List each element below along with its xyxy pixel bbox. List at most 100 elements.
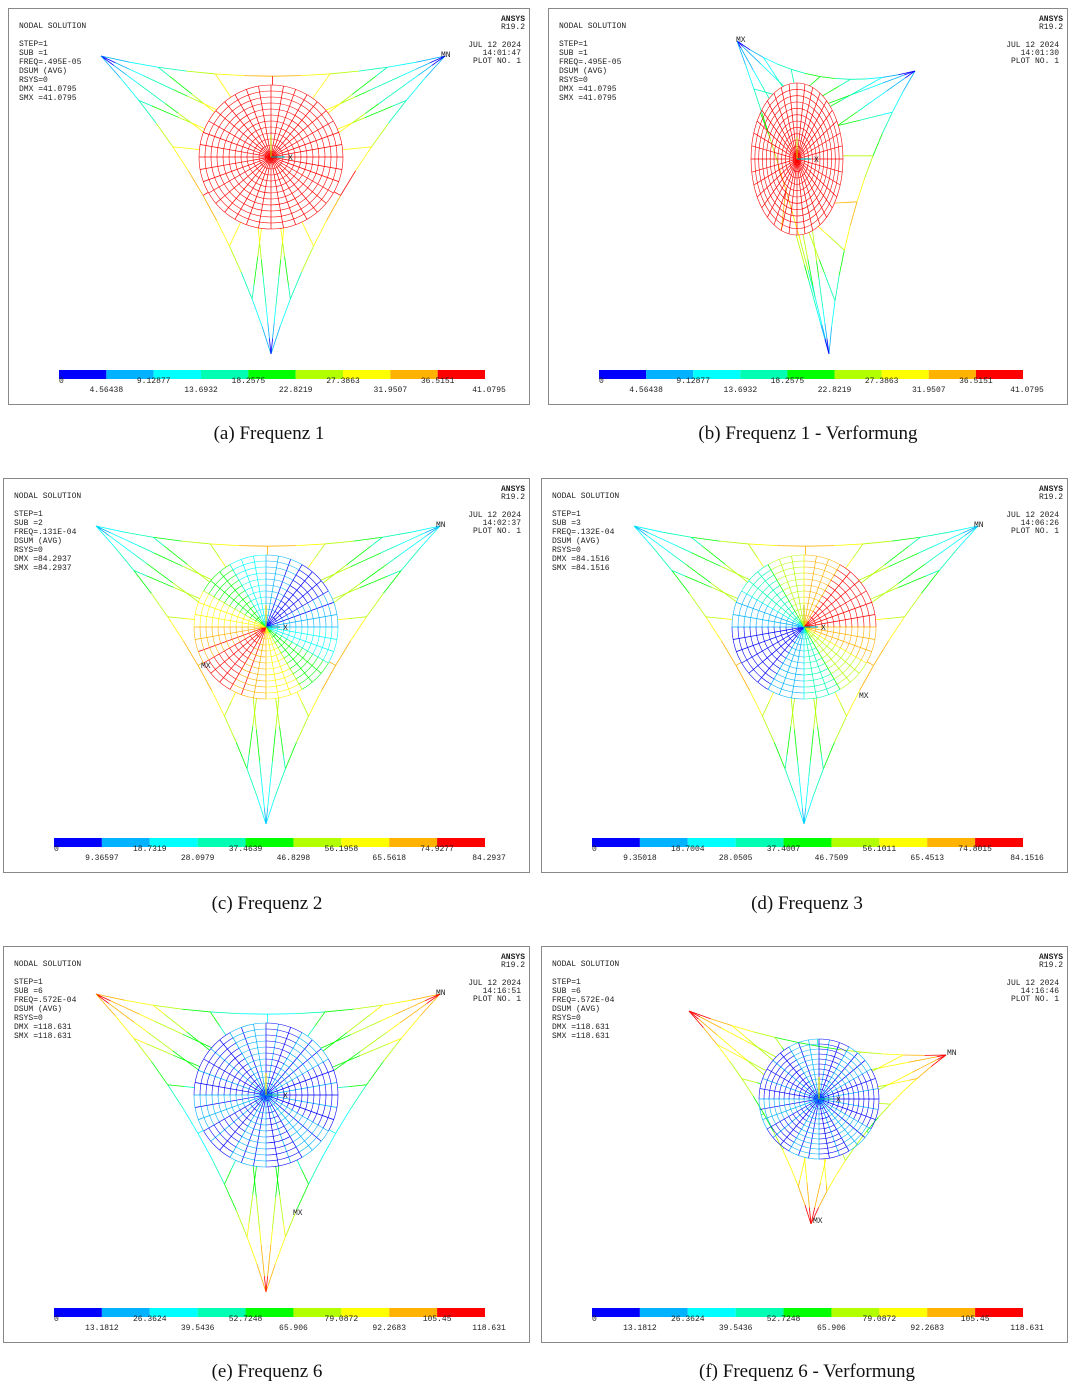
mesh-line [382,1000,411,1005]
mesh-line [296,1012,325,1014]
mesh-line [194,149,199,150]
ring [840,627,846,648]
ring [787,127,797,131]
mesh-line [817,261,819,276]
info-line: DSUM (AVG) [559,67,607,76]
plot-title: NODAL SOLUTION [552,960,619,969]
mesh-line [823,742,834,769]
color-bar-label: 31.9507 [374,386,408,395]
ring [845,1099,849,1114]
mesh-line [921,1064,929,1068]
ring [242,579,266,585]
mesh-line [760,64,766,70]
mesh-line [356,90,371,97]
mesh-line [834,86,840,89]
ring [242,1047,266,1053]
color-bar-label: 0 [599,377,604,386]
mesh-line [244,76,273,77]
mesh-line [260,1229,262,1245]
mesh-line [144,76,158,83]
mesh-line [743,47,749,53]
ring [807,150,809,160]
ring [235,157,240,175]
mesh-line [306,1179,308,1184]
color-bar-segment [599,370,646,379]
mesh-line [269,1245,271,1261]
color-bar-label: 22.8219 [279,386,313,395]
mesh-line [722,618,727,619]
info-line: RSYS=0 [552,546,581,555]
figure: XMNNODAL SOLUTIONSTEP=1SUB =1FREQ=.495E-… [0,0,1068,1387]
ring [789,653,804,657]
mesh-line [134,554,147,563]
mesh-line [165,103,178,112]
ring [302,627,308,648]
mesh-line [758,90,762,91]
mesh-line [276,1182,278,1198]
ring [804,615,810,617]
mesh-line [260,228,262,242]
info-line: STEP=1 [552,978,581,987]
ring [229,136,235,157]
mesh-line [793,698,795,712]
ring [254,627,256,633]
plot-title: NODAL SOLUTION [552,492,619,501]
mesh-line [183,641,198,666]
mesh-line [793,714,795,730]
mesh-line [281,1209,283,1223]
ring [233,1152,266,1161]
mesh-line [125,532,154,537]
mesh-line [794,729,796,745]
mesh-line [813,1208,815,1216]
mesh-line [850,91,861,95]
mesh-line [844,711,846,716]
ring [774,612,778,627]
mesh-line [323,79,326,84]
ring [323,157,331,187]
ring [835,627,840,645]
ring [804,609,813,611]
mesh-line [835,79,850,80]
caption: (c) Frequenz 2 [7,893,527,915]
marker-label: MN [947,1049,957,1058]
mesh-line [247,1237,257,1264]
mesh-line [247,755,249,769]
mesh-line [748,544,777,546]
mesh-line [382,532,411,537]
ring [266,669,290,675]
ring [241,142,245,157]
mesh-line [258,242,260,256]
ring [200,627,209,660]
mesh-line [277,698,279,714]
ring [804,579,828,585]
mesh-line [400,70,415,77]
mesh-line [122,545,135,554]
mesh-line [130,62,159,67]
mesh-line [252,299,262,326]
ring [271,115,292,121]
plot-number: PLOT NO. 1 [473,57,521,66]
ring [218,603,224,627]
mesh-line [154,1021,168,1028]
mesh-line [233,692,235,697]
info-line: DSUM (AVG) [19,67,67,76]
mesh-line [168,560,182,567]
mesh-line [889,617,905,641]
mesh-line [130,69,144,76]
ring [804,159,805,165]
mesh-line [890,1091,903,1104]
ring [206,597,214,627]
mesh-line [834,241,839,246]
version: R19.2 [1039,961,1063,970]
mesh-line [308,563,311,568]
plot-number: PLOT NO. 1 [473,527,521,536]
mesh-line [181,85,192,94]
mesh-line [717,1035,726,1043]
info-line: SUB =6 [14,987,43,996]
axis-label: X [288,154,293,163]
mesh-line [255,1166,257,1180]
mesh-line [325,1009,354,1012]
ring [266,632,269,633]
mesh-line [178,1086,183,1087]
ring [812,1112,820,1114]
